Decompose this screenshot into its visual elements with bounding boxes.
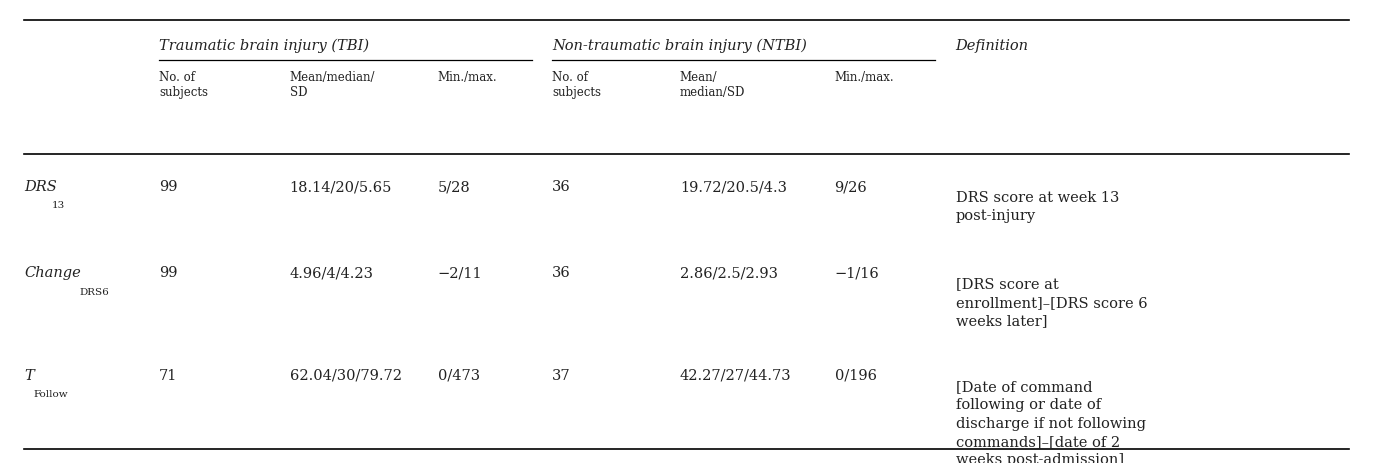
- Text: Min./max.: Min./max.: [438, 70, 497, 83]
- Text: 37: 37: [552, 368, 571, 382]
- Text: T: T: [25, 368, 34, 382]
- Text: 0/196: 0/196: [835, 368, 876, 382]
- Text: 0/473: 0/473: [438, 368, 479, 382]
- Text: 9/26: 9/26: [835, 180, 868, 194]
- Text: 62.04/30/79.72: 62.04/30/79.72: [290, 368, 401, 382]
- Text: Definition: Definition: [956, 38, 1028, 52]
- Text: Change: Change: [25, 266, 81, 280]
- Text: No. of
subjects: No. of subjects: [159, 70, 209, 98]
- Text: 19.72/20.5/4.3: 19.72/20.5/4.3: [680, 180, 787, 194]
- Text: 99: 99: [159, 266, 177, 280]
- Text: 2.86/2.5/2.93: 2.86/2.5/2.93: [680, 266, 777, 280]
- Text: DRS: DRS: [25, 180, 58, 194]
- Text: 4.96/4/4.23: 4.96/4/4.23: [290, 266, 373, 280]
- Text: 18.14/20/5.65: 18.14/20/5.65: [290, 180, 391, 194]
- Text: [DRS score at
enrollment]–[DRS score 6
weeks later]: [DRS score at enrollment]–[DRS score 6 w…: [956, 277, 1148, 327]
- Text: No. of
subjects: No. of subjects: [552, 70, 601, 98]
- Text: 5/28: 5/28: [438, 180, 471, 194]
- Text: Non-traumatic brain injury (NTBI): Non-traumatic brain injury (NTBI): [552, 38, 807, 53]
- Text: DRS score at week 13
post-injury: DRS score at week 13 post-injury: [956, 191, 1119, 223]
- Text: [Date of command
following or date of
discharge if not following
commands]–[date: [Date of command following or date of di…: [956, 379, 1145, 463]
- Text: 36: 36: [552, 180, 571, 194]
- Text: Mean/median/
SD: Mean/median/ SD: [290, 70, 375, 98]
- Text: −2/11: −2/11: [438, 266, 482, 280]
- Text: 13: 13: [52, 201, 65, 210]
- Text: Follow: Follow: [34, 389, 69, 398]
- Text: −1/16: −1/16: [835, 266, 879, 280]
- Text: Traumatic brain injury (TBI): Traumatic brain injury (TBI): [159, 38, 369, 53]
- Text: 42.27/27/44.73: 42.27/27/44.73: [680, 368, 791, 382]
- Text: 71: 71: [159, 368, 177, 382]
- Text: DRS6: DRS6: [80, 287, 108, 296]
- Text: Min./max.: Min./max.: [835, 70, 894, 83]
- Text: Mean/
median/SD: Mean/ median/SD: [680, 70, 746, 98]
- Text: 99: 99: [159, 180, 177, 194]
- Text: 36: 36: [552, 266, 571, 280]
